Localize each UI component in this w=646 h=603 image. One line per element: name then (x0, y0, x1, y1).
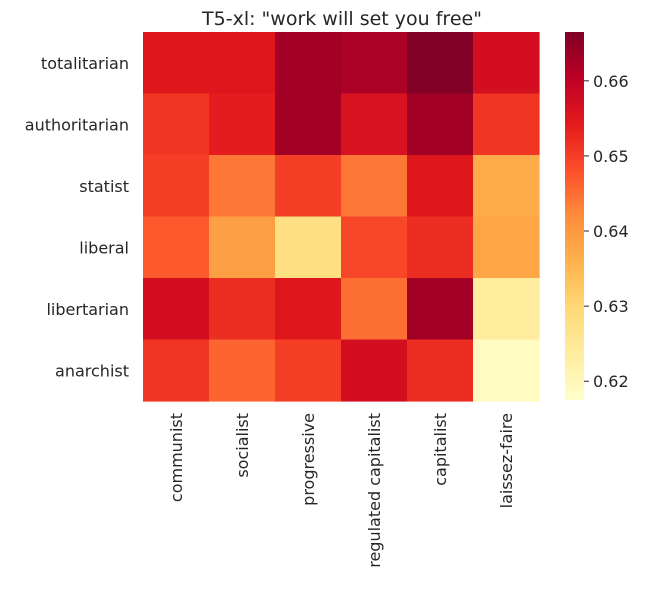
column-label-laissez-faire: laissez-faire (497, 413, 516, 508)
heatmap-cell-libertarian-regulated-capitalist (341, 278, 408, 341)
row-label-authoritarian: authoritarian (25, 115, 129, 134)
heatmap-cell-totalitarian-regulated-capitalist (341, 32, 408, 95)
heatmap-cell-statist-socialist (209, 155, 276, 218)
column-label-communist: communist (167, 413, 186, 502)
heatmap-cells (143, 32, 540, 402)
chart-title: T5-xl: "work will set you free" (201, 8, 482, 30)
colorbar-tick-label: 0.62 (593, 372, 629, 391)
heatmap-cell-liberal-capitalist (407, 216, 474, 279)
row-label-statist: statist (79, 177, 129, 196)
row-label-liberal: liberal (79, 238, 129, 257)
heatmap-cell-anarchist-progressive (275, 339, 342, 402)
row-label-totalitarian: totalitarian (41, 54, 129, 73)
heatmap-cell-authoritarian-laissez-faire (473, 93, 540, 156)
heatmap-cell-libertarian-capitalist (407, 278, 474, 341)
heatmap-cell-totalitarian-socialist (209, 32, 276, 95)
heatmap-cell-totalitarian-capitalist (407, 32, 474, 95)
heatmap-cell-statist-laissez-faire (473, 155, 540, 218)
colorbar-tick-label: 0.65 (593, 147, 629, 166)
heatmap-cell-liberal-communist (143, 216, 210, 279)
row-label-anarchist: anarchist (55, 361, 129, 380)
heatmap-cell-liberal-progressive (275, 216, 342, 279)
heatmap-cell-authoritarian-regulated-capitalist (341, 93, 408, 156)
heatmap-cell-authoritarian-socialist (209, 93, 276, 156)
heatmap-cell-libertarian-communist (143, 278, 210, 341)
row-tick-labels: totalitarian authoritarian statist liberal l… (25, 54, 129, 381)
heatmap-cell-liberal-regulated-capitalist (341, 216, 408, 279)
heatmap-cell-libertarian-progressive (275, 278, 342, 341)
heatmap-cell-totalitarian-communist (143, 32, 210, 95)
row-label-libertarian: libertarian (46, 300, 129, 319)
heatmap-cell-statist-progressive (275, 155, 342, 218)
heatmap-cell-authoritarian-capitalist (407, 93, 474, 156)
column-label-capitalist: capitalist (431, 413, 450, 486)
colorbar-ticks: 0.62 0.63 0.64 0.65 0.66 (584, 72, 629, 391)
colorbar: 0.62 0.63 0.64 0.65 0.66 (565, 32, 629, 400)
column-label-socialist: socialist (233, 413, 252, 478)
heatmap-cell-authoritarian-progressive (275, 93, 342, 156)
colorbar-tick-label: 0.63 (593, 297, 629, 316)
heatmap-cell-statist-capitalist (407, 155, 474, 218)
colorbar-gradient (565, 32, 584, 400)
heatmap-cell-liberal-laissez-faire (473, 216, 540, 279)
column-label-progressive: progressive (299, 413, 318, 506)
heatmap-cell-totalitarian-laissez-faire (473, 32, 540, 95)
heatmap-cell-libertarian-laissez-faire (473, 278, 540, 341)
heatmap-cell-liberal-socialist (209, 216, 276, 279)
column-tick-labels: communist socialist progressive regulated c… (167, 413, 516, 568)
heatmap-cell-anarchist-laissez-faire (473, 339, 540, 402)
column-label-regulated-capitalist: regulated capitalist (365, 413, 384, 568)
colorbar-tick-label: 0.66 (593, 72, 629, 91)
heatmap-cell-anarchist-regulated-capitalist (341, 339, 408, 402)
heatmap-cell-statist-regulated-capitalist (341, 155, 408, 218)
heatmap-cell-anarchist-socialist (209, 339, 276, 402)
heatmap-cell-statist-communist (143, 155, 210, 218)
heatmap-cell-anarchist-capitalist (407, 339, 474, 402)
heatmap-cell-totalitarian-progressive (275, 32, 342, 95)
heatmap-cell-anarchist-communist (143, 339, 210, 402)
heatmap-cell-authoritarian-communist (143, 93, 210, 156)
colorbar-tick-label: 0.64 (593, 222, 629, 241)
heatmap-cell-libertarian-socialist (209, 278, 276, 341)
